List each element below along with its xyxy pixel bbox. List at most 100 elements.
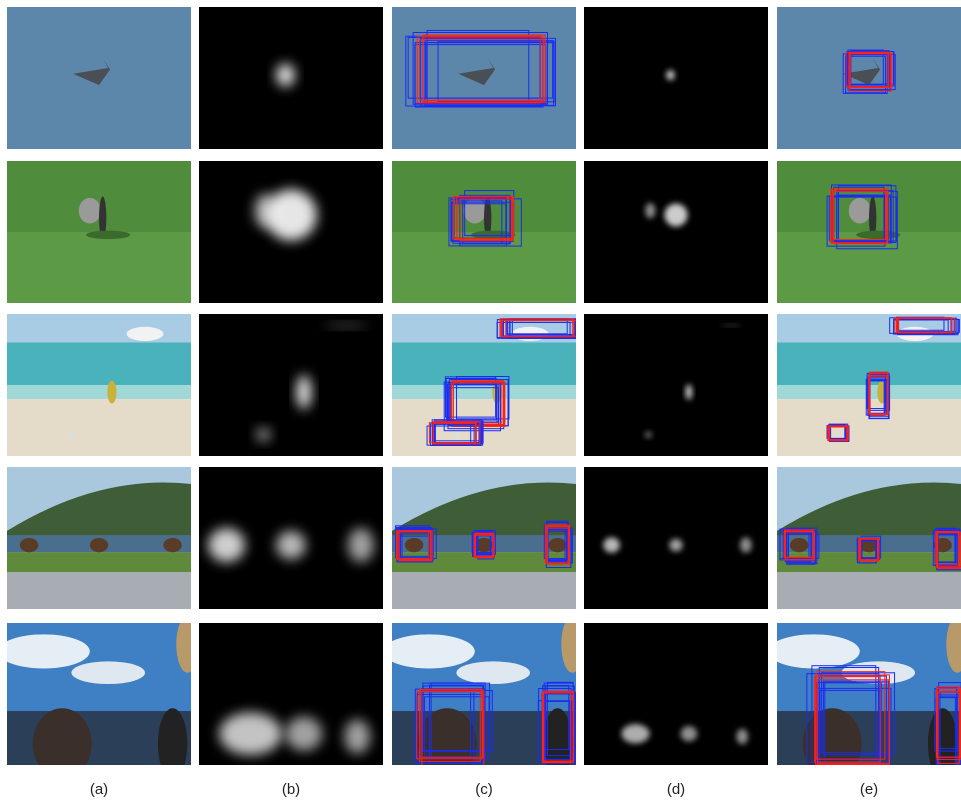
saliency-blob: [256, 427, 271, 442]
blue-box: [846, 51, 895, 85]
panel: [777, 467, 961, 609]
saliency-blob: [621, 724, 650, 744]
panel: [7, 623, 191, 765]
panel: [7, 467, 191, 609]
panel: [392, 467, 576, 609]
panel: [199, 7, 383, 149]
scene-region: [7, 314, 191, 343]
red-box: [815, 674, 890, 765]
saliency-bg: [584, 314, 768, 456]
scene-region: [777, 552, 961, 573]
panel: [777, 161, 961, 303]
panel: [584, 467, 768, 609]
saliency-blob: [666, 70, 675, 81]
red-box: [859, 538, 880, 562]
panel: [7, 314, 191, 456]
saliency-blob: [680, 726, 698, 742]
blue-box: [822, 680, 890, 756]
saliency-blob: [276, 530, 306, 560]
saliency-blob: [669, 538, 683, 552]
cloud: [7, 634, 90, 669]
bird: [452, 433, 461, 439]
blue-box: [816, 682, 882, 765]
red-box: [937, 532, 960, 567]
saliency-bg: [584, 7, 768, 149]
blue-box: [826, 195, 886, 247]
column-label: (a): [90, 781, 108, 798]
scene-region: [7, 552, 191, 573]
red-box: [784, 529, 814, 558]
panel: [777, 314, 961, 456]
person: [99, 196, 107, 240]
horse: [789, 538, 809, 553]
red-box: [814, 676, 881, 763]
horse: [163, 538, 182, 553]
dog: [78, 197, 101, 224]
panel: [584, 7, 768, 149]
red-box: [501, 319, 575, 338]
hill: [777, 482, 961, 538]
saliency-blob: [265, 189, 317, 241]
shadow: [86, 230, 131, 240]
panel: [199, 314, 383, 456]
horse: [19, 538, 39, 553]
person: [542, 708, 573, 765]
panel: [584, 623, 768, 765]
shadow: [856, 230, 901, 240]
column-label: (e): [860, 781, 878, 798]
person: [107, 380, 117, 404]
dog: [848, 197, 871, 224]
blue-box: [821, 672, 896, 753]
blue-box: [818, 675, 887, 765]
saliency-blob: [296, 375, 312, 410]
red-box: [546, 526, 570, 564]
horse: [404, 538, 424, 553]
bird: [837, 433, 846, 439]
column-label: (c): [475, 781, 493, 798]
panel: [392, 623, 576, 765]
scene-region: [392, 552, 576, 573]
person: [869, 196, 877, 240]
panel: [392, 7, 576, 149]
panel: [7, 161, 191, 303]
saliency-bg: [584, 623, 768, 765]
red-box: [831, 188, 889, 244]
cloud: [456, 661, 530, 685]
saliency-blob: [219, 712, 282, 756]
panel: [584, 161, 768, 303]
saliency-bg: [199, 314, 383, 456]
scene-region: [7, 399, 191, 456]
blue-box: [426, 425, 475, 446]
red-box: [419, 689, 484, 758]
red-box: [848, 51, 892, 89]
people: [32, 708, 92, 765]
saliency-blob: [276, 63, 295, 87]
panel: [199, 623, 383, 765]
ship: [126, 326, 164, 341]
dog: [463, 197, 486, 224]
bird: [67, 433, 76, 439]
edge-object: [946, 623, 961, 673]
saliency-blob: [736, 728, 749, 745]
person: [484, 196, 492, 240]
scene-region: [392, 399, 576, 456]
red-box: [869, 372, 889, 416]
panel: [777, 623, 961, 765]
shadow: [471, 230, 516, 240]
scene-region: [392, 572, 576, 609]
saliency-blob: [348, 528, 374, 563]
saliency-blob: [254, 193, 277, 228]
panel: [584, 314, 768, 456]
blue-box: [845, 55, 886, 94]
blue-box: [437, 41, 556, 103]
blue-box: [444, 376, 497, 418]
saliency-blob: [740, 537, 752, 553]
blue-box: [785, 532, 817, 562]
red-box: [546, 524, 570, 565]
saliency-blob: [344, 719, 371, 754]
red-box: [421, 690, 485, 765]
red-box: [937, 691, 960, 764]
blue-box: [424, 696, 490, 759]
red-box: [459, 198, 514, 242]
